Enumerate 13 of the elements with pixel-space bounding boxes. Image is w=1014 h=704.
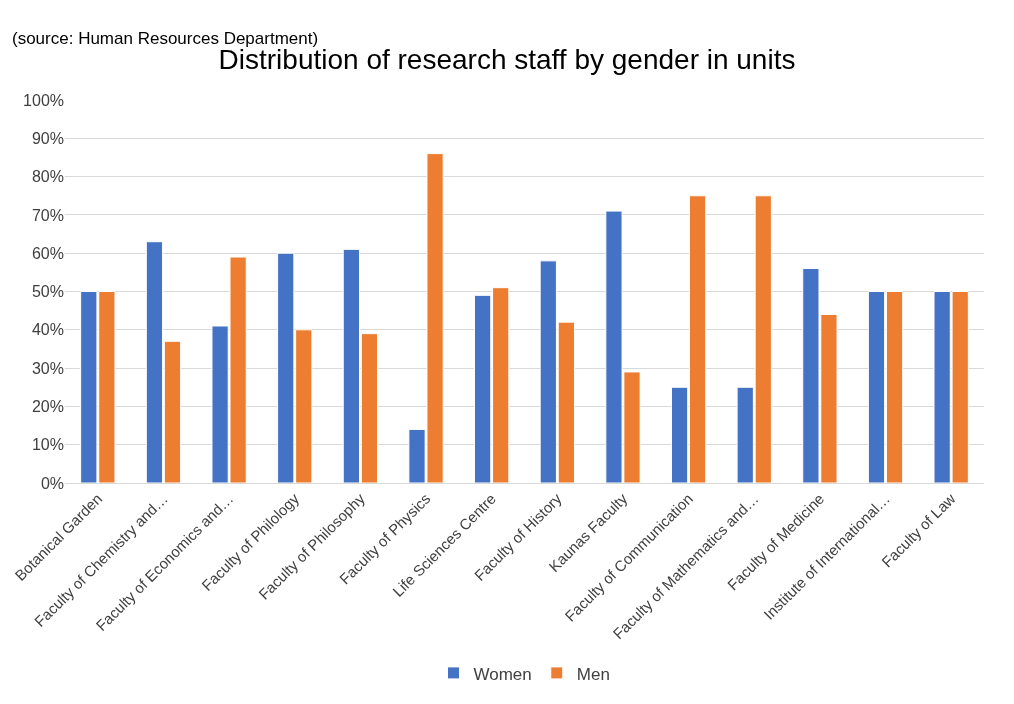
y-tick-label: 70% (31, 206, 64, 224)
y-tick-label: 10% (31, 436, 64, 454)
legend-label: Women (473, 664, 532, 684)
y-tick-label: 80% (31, 168, 64, 186)
y-tick-label: 90% (31, 129, 64, 147)
y-tick-label: 60% (31, 244, 64, 262)
y-tick-label: 100% (23, 91, 64, 109)
y-tick-label: 40% (31, 321, 64, 339)
legend-label: Men (576, 664, 610, 684)
y-tick-label: 20% (31, 398, 64, 415)
y-tick-label: 50% (31, 283, 64, 301)
y-tick-label: 30% (31, 359, 64, 377)
y-tick-label: 0% (40, 474, 64, 492)
